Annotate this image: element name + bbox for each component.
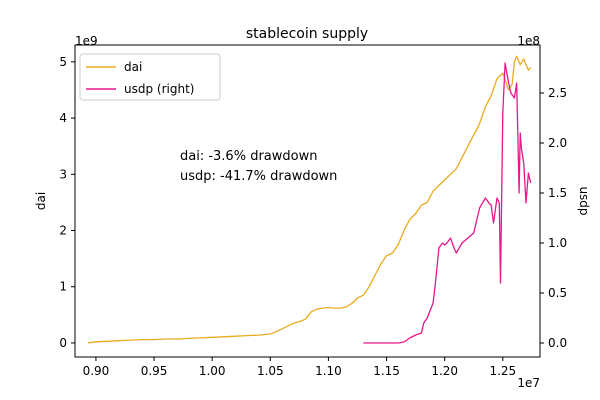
left-tick-label: 5 <box>59 55 67 69</box>
series-line-usdp <box>363 62 532 344</box>
right-tick-label: 2.5 <box>548 86 567 100</box>
x-tick-label: 1.25 <box>489 364 516 378</box>
x-axis-offset-label: 1e7 <box>517 376 540 390</box>
annotation-usdp-drawdown: usdp: -41.7% drawdown <box>180 169 337 184</box>
left-axis-offset-label: 1e9 <box>75 34 98 48</box>
legend-label-dai: dai <box>124 60 142 74</box>
right-tick-label: 1.5 <box>548 186 567 200</box>
left-tick-label: 4 <box>59 111 67 125</box>
left-tick-label: 0 <box>59 336 67 350</box>
right-axis-label: usdp <box>577 186 591 215</box>
left-tick-label: 3 <box>59 167 67 181</box>
right-tick-label: 0.0 <box>548 336 567 350</box>
right-tick-label: 1.0 <box>548 236 567 250</box>
x-tick-label: 0.95 <box>141 364 168 378</box>
legend: dai usdp (right) <box>79 53 221 101</box>
x-tick-label: 1.20 <box>431 364 458 378</box>
left-axis-label: dai <box>34 192 48 210</box>
x-tick-label: 1.10 <box>315 364 342 378</box>
x-tick-label: 1.15 <box>373 364 400 378</box>
left-tick-label: 1 <box>59 280 67 294</box>
chart-title: stablecoin supply <box>246 26 368 42</box>
x-tick-label: 1.05 <box>257 364 284 378</box>
series-line-dai <box>87 55 532 344</box>
right-tick-label: 0.5 <box>548 286 567 300</box>
plot-frame <box>74 44 541 358</box>
left-tick-label: 2 <box>59 224 67 238</box>
x-tick-label: 0.90 <box>83 364 110 378</box>
x-tick-label: 1.00 <box>199 364 226 378</box>
annotation-dai-drawdown: dai: -3.6% drawdown <box>180 149 317 164</box>
right-axis-offset-label: 1e8 <box>517 34 540 48</box>
plot-area: 0.90 0.95 1.00 1.05 1.10 1.15 1.20 1.25 0 1 2 3 4 5 0.… <box>59 44 567 378</box>
right-tick-label: 2.0 <box>548 136 567 150</box>
legend-label-usdp: usdp (right) <box>124 82 194 96</box>
